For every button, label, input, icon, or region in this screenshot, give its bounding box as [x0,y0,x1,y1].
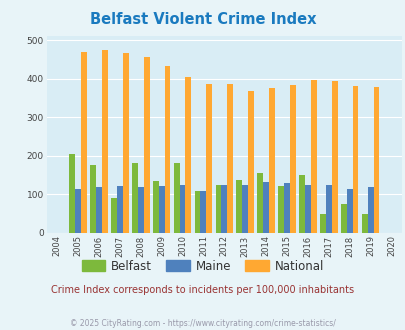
Bar [81,52,87,233]
Bar [132,163,137,233]
Bar [227,84,232,233]
Bar [158,186,164,233]
Bar [185,77,191,233]
Bar [179,184,185,233]
Bar [122,53,128,233]
Bar [352,86,358,233]
Bar [361,214,367,233]
Bar [277,186,284,233]
Bar [269,88,274,233]
Text: Belfast Violent Crime Index: Belfast Violent Crime Index [90,12,315,26]
Bar [137,187,143,233]
Bar [102,50,107,233]
Bar [242,184,247,233]
Bar [69,154,75,233]
Bar [117,186,122,233]
Bar [257,173,262,233]
Text: © 2025 CityRating.com - https://www.cityrating.com/crime-statistics/: © 2025 CityRating.com - https://www.city… [70,319,335,328]
Bar [194,191,200,233]
Bar [304,185,310,233]
Bar [164,66,170,233]
Bar [319,214,325,233]
Bar [367,187,373,233]
Bar [310,80,316,233]
Bar [331,81,337,233]
Bar [75,189,81,233]
Text: Crime Index corresponds to incidents per 100,000 inhabitants: Crime Index corresponds to incidents per… [51,285,354,295]
Bar [247,91,254,233]
Bar [289,85,295,233]
Bar [346,189,352,233]
Bar [221,185,227,233]
Bar [236,180,242,233]
Bar [298,175,304,233]
Bar [215,185,221,233]
Bar [206,84,212,233]
Bar [262,182,269,233]
Bar [111,198,117,233]
Bar [200,191,206,233]
Bar [152,181,158,233]
Bar [173,163,179,233]
Bar [325,185,331,233]
Legend: Belfast, Maine, National: Belfast, Maine, National [77,255,328,278]
Bar [284,182,289,233]
Bar [340,204,346,233]
Bar [96,187,102,233]
Bar [143,57,149,233]
Bar [373,87,378,233]
Bar [90,164,96,233]
